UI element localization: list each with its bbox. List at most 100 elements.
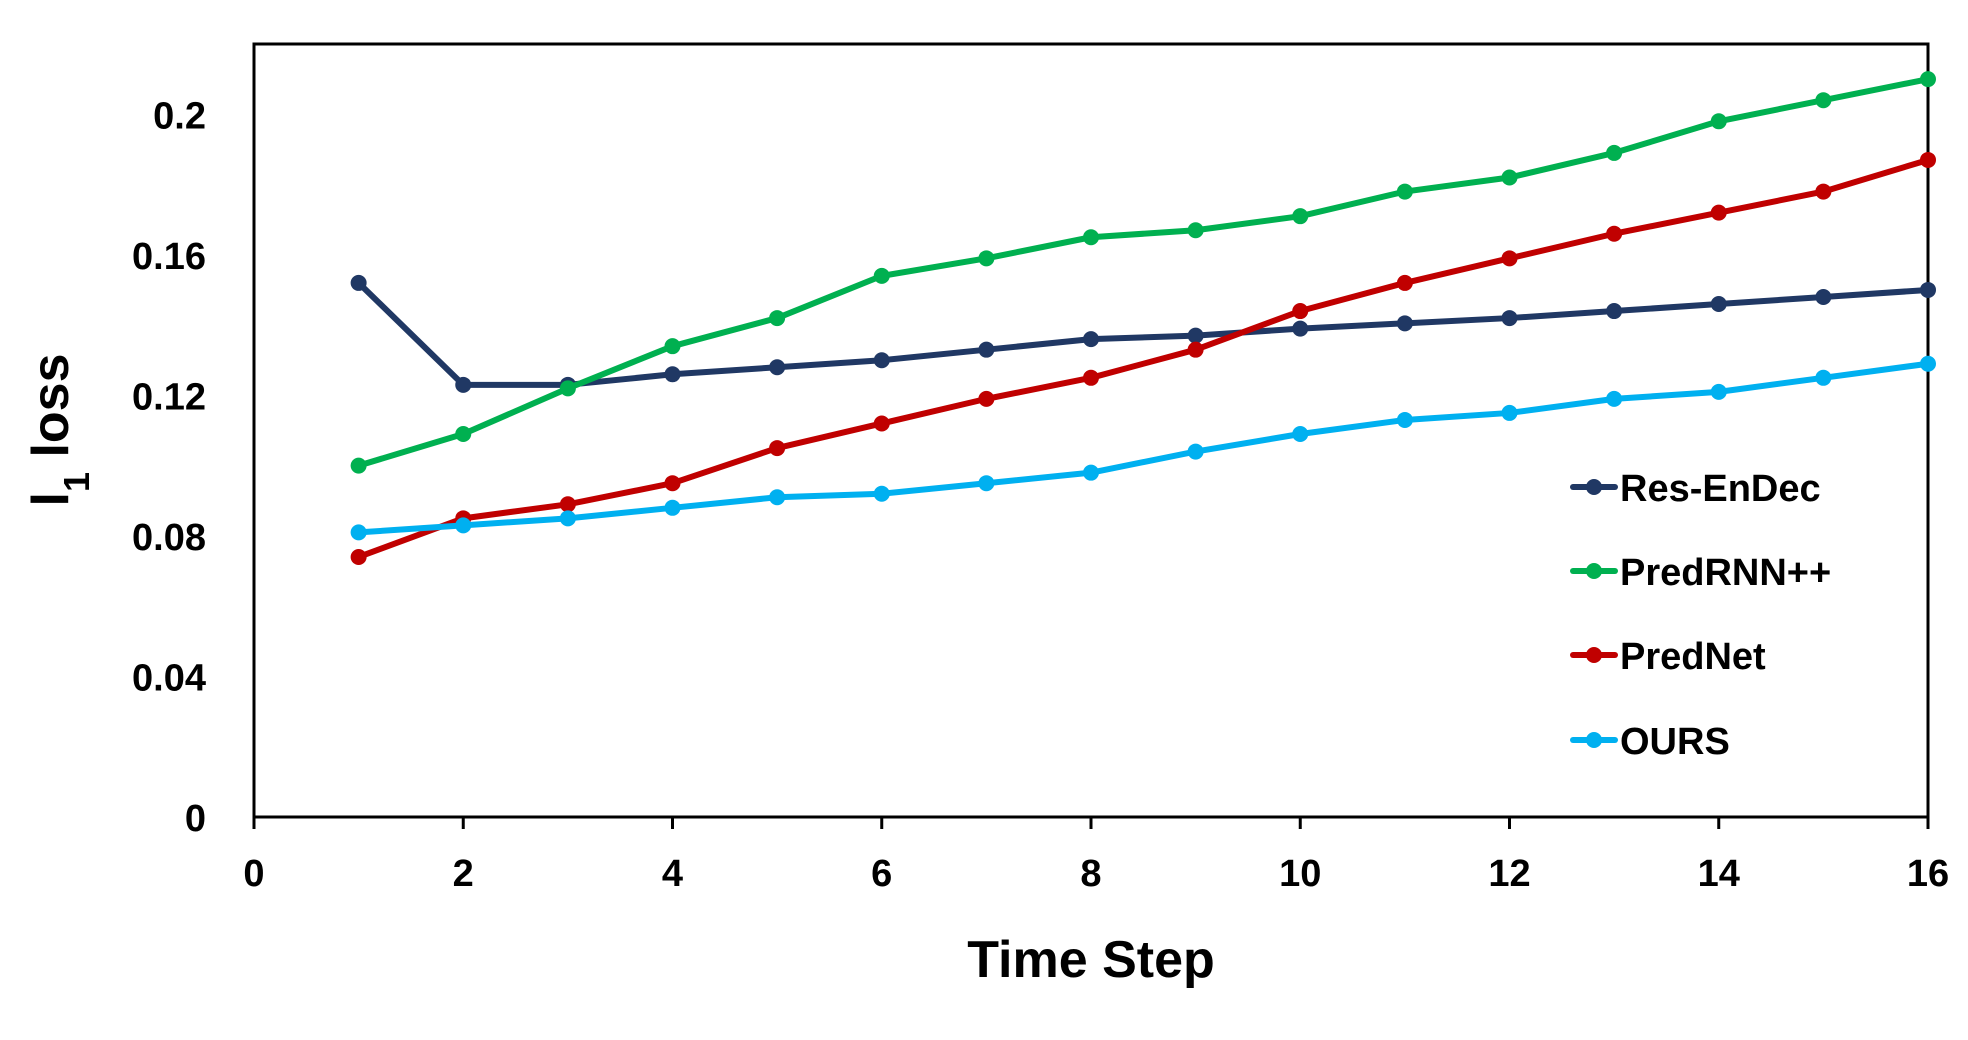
data-point — [1396, 183, 1413, 200]
x-axis-title: Time Step — [967, 931, 1215, 989]
legend-label: OURS — [1620, 721, 1730, 763]
data-point — [1501, 169, 1518, 186]
data-point — [1292, 320, 1309, 337]
data-point — [1396, 411, 1413, 428]
series-res-endec — [350, 274, 1936, 393]
data-point — [1083, 331, 1099, 348]
data-point — [559, 510, 576, 527]
y-tick-label: 0.12 — [132, 376, 206, 418]
data-point — [1920, 355, 1936, 372]
data-point — [455, 517, 472, 534]
data-point — [1083, 229, 1099, 246]
data-point — [978, 390, 995, 407]
data-point — [1815, 288, 1832, 305]
data-point — [1606, 144, 1623, 161]
data-point — [350, 274, 367, 291]
data-point — [1083, 369, 1099, 386]
data-point — [1710, 204, 1727, 221]
data-point — [559, 380, 576, 397]
data-point — [1815, 369, 1832, 386]
y-tick-label: 0 — [185, 798, 206, 840]
data-point — [1606, 390, 1623, 407]
y-axis-title-subscript: 1 — [56, 472, 97, 492]
legend-swatch-marker — [1586, 647, 1602, 663]
x-tick-label: 10 — [1279, 853, 1321, 895]
x-tick-label: 2 — [453, 853, 474, 895]
series-predrnn- — [350, 71, 1936, 474]
legend-label: PredNet — [1620, 636, 1766, 678]
y-axis-title-main: l — [22, 492, 80, 506]
data-point — [1292, 208, 1309, 225]
data-point — [1396, 274, 1413, 291]
data-point — [1292, 426, 1309, 443]
series-line — [355, 279, 1931, 388]
series-layer — [350, 71, 1936, 565]
data-point — [455, 376, 472, 393]
data-point — [1815, 183, 1832, 200]
series-prednet — [350, 151, 1936, 565]
data-point — [1187, 327, 1204, 344]
data-point — [664, 475, 681, 492]
data-point — [350, 524, 367, 541]
y-axis-ticks: 0 0.04 0.08 0.12 0.16 0.2 — [132, 95, 206, 840]
data-point — [873, 352, 890, 369]
data-point — [1501, 250, 1518, 267]
data-point — [1501, 310, 1518, 327]
x-tick-label: 6 — [871, 853, 892, 895]
data-point — [1083, 464, 1099, 481]
series-line — [355, 360, 1931, 536]
data-point — [350, 548, 367, 565]
data-point — [1606, 225, 1623, 242]
y-tick-label: 0.16 — [132, 236, 206, 278]
data-point — [664, 338, 681, 355]
x-tick-label: 4 — [662, 853, 683, 895]
data-point — [769, 489, 786, 506]
legend-swatch-marker — [1586, 732, 1602, 748]
data-point — [1396, 315, 1413, 332]
data-point — [769, 359, 786, 376]
y-axis-title: l1 loss — [22, 354, 97, 507]
data-point — [769, 310, 786, 327]
x-tick-label: 12 — [1488, 853, 1530, 895]
data-point — [1710, 113, 1727, 130]
data-point — [1710, 296, 1727, 313]
y-axis-title-rest: loss — [22, 354, 80, 473]
x-tick-label: 0 — [243, 853, 264, 895]
data-point — [559, 496, 576, 513]
data-point — [1292, 303, 1309, 320]
data-point — [769, 440, 786, 457]
data-point — [1815, 92, 1832, 109]
y-tick-label: 0.08 — [132, 517, 206, 559]
legend-swatch-marker — [1586, 563, 1602, 579]
legend-item: PredRNN++ — [1570, 552, 1831, 594]
legend-item: PredNet — [1570, 636, 1766, 678]
data-point — [350, 457, 367, 474]
series-line — [355, 76, 1931, 469]
data-point — [978, 475, 995, 492]
x-tick-label: 16 — [1907, 853, 1949, 895]
x-tick-label: 8 — [1080, 853, 1101, 895]
series-line — [355, 156, 1931, 560]
data-point — [1606, 303, 1623, 320]
data-point — [1920, 151, 1936, 168]
data-point — [1920, 71, 1936, 88]
data-point — [873, 415, 890, 432]
x-tick-label: 14 — [1698, 853, 1740, 895]
data-point — [1710, 383, 1727, 400]
legend-item: Res-EnDec — [1570, 468, 1821, 510]
series-ours — [350, 355, 1936, 541]
data-point — [978, 250, 995, 267]
y-tick-label: 0.2 — [153, 95, 206, 137]
data-point — [664, 499, 681, 516]
data-point — [1501, 404, 1518, 421]
data-point — [978, 341, 995, 358]
data-point — [1187, 341, 1204, 358]
data-point — [1187, 443, 1204, 460]
legend-item: OURS — [1570, 721, 1730, 763]
data-point — [455, 426, 472, 443]
legend-swatch-marker — [1586, 479, 1602, 495]
data-point — [873, 485, 890, 502]
legend-label: PredRNN++ — [1620, 552, 1831, 594]
